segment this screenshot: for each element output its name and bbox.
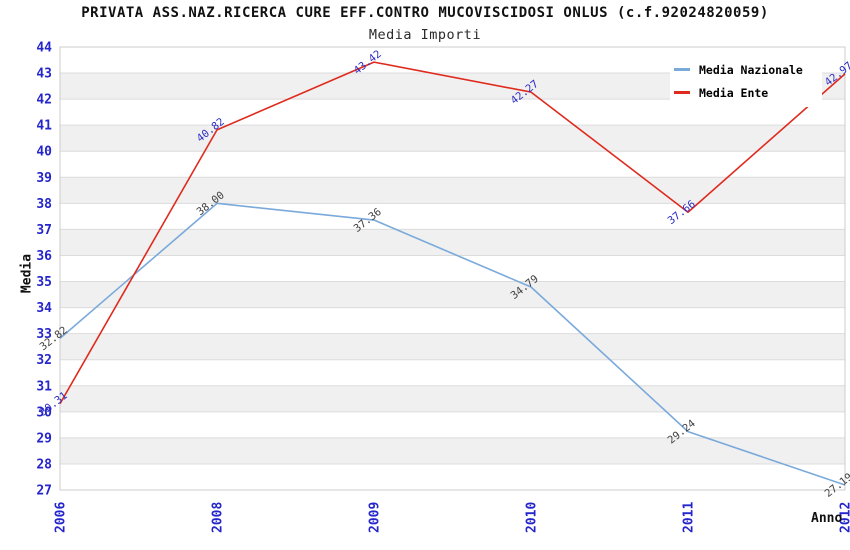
chart-title: PRIVATA ASS.NAZ.RICERCA CURE EFF.CONTRO … (81, 5, 769, 21)
x-tick-label: 2008 (211, 502, 226, 533)
point-label: 27.19 (823, 471, 850, 500)
plot-border (59, 46, 846, 491)
legend-item-media-ente: Media Ente (674, 81, 822, 104)
y-tick-label: 39 (36, 171, 52, 186)
x-tick-label: 2011 (682, 502, 697, 533)
chart-subtitle: Media Importi (368, 27, 482, 43)
x-tick-label: 2009 (368, 502, 383, 533)
x-tick-label: 2010 (525, 502, 540, 533)
y-tick-label: 43 (36, 67, 52, 82)
y-tick-label: 31 (36, 379, 52, 394)
y-tick-label: 34 (36, 301, 52, 316)
y-axis-label: Media (19, 253, 35, 294)
legend: Media Nazionale Media Ente (670, 56, 822, 107)
y-tick-label: 33 (36, 327, 52, 342)
legend-swatch-ente-icon (674, 91, 690, 94)
legend-label: Media Ente (699, 85, 769, 100)
y-tick-label: 37 (36, 223, 52, 238)
series-line-media-ente (59, 61, 846, 405)
y-tick-label: 29 (36, 431, 52, 446)
y-tick-label: 27 (36, 484, 52, 499)
y-tick-label: 28 (36, 457, 52, 472)
y-tick-label: 32 (36, 353, 52, 368)
y-tick-label: 36 (36, 249, 52, 264)
legend-label: Media Nazionale (699, 62, 803, 77)
legend-swatch-nazionale-icon (674, 68, 690, 71)
y-tick-label: 42 (36, 93, 52, 108)
x-axis-label: Anno (811, 511, 843, 526)
x-tick-label: 2006 (54, 502, 69, 533)
grid-band (60, 281, 845, 308)
series-line-media-nazionale (59, 202, 846, 486)
legend-item-media-nazionale: Media Nazionale (674, 58, 822, 81)
grid-band (60, 125, 845, 152)
y-tick-label: 35 (36, 275, 52, 290)
grid-band (60, 437, 845, 464)
grid-band (60, 333, 845, 360)
y-tick-label: 44 (36, 41, 52, 56)
y-tick-label: 38 (36, 197, 52, 212)
y-tick-label: 30 (36, 405, 52, 420)
grid-band (60, 229, 845, 256)
x-tick-label: 2012 (839, 502, 850, 533)
grid-band (60, 177, 845, 204)
y-tick-label: 41 (36, 119, 52, 134)
grid-band (60, 385, 845, 412)
y-tick-label: 40 (36, 145, 52, 160)
